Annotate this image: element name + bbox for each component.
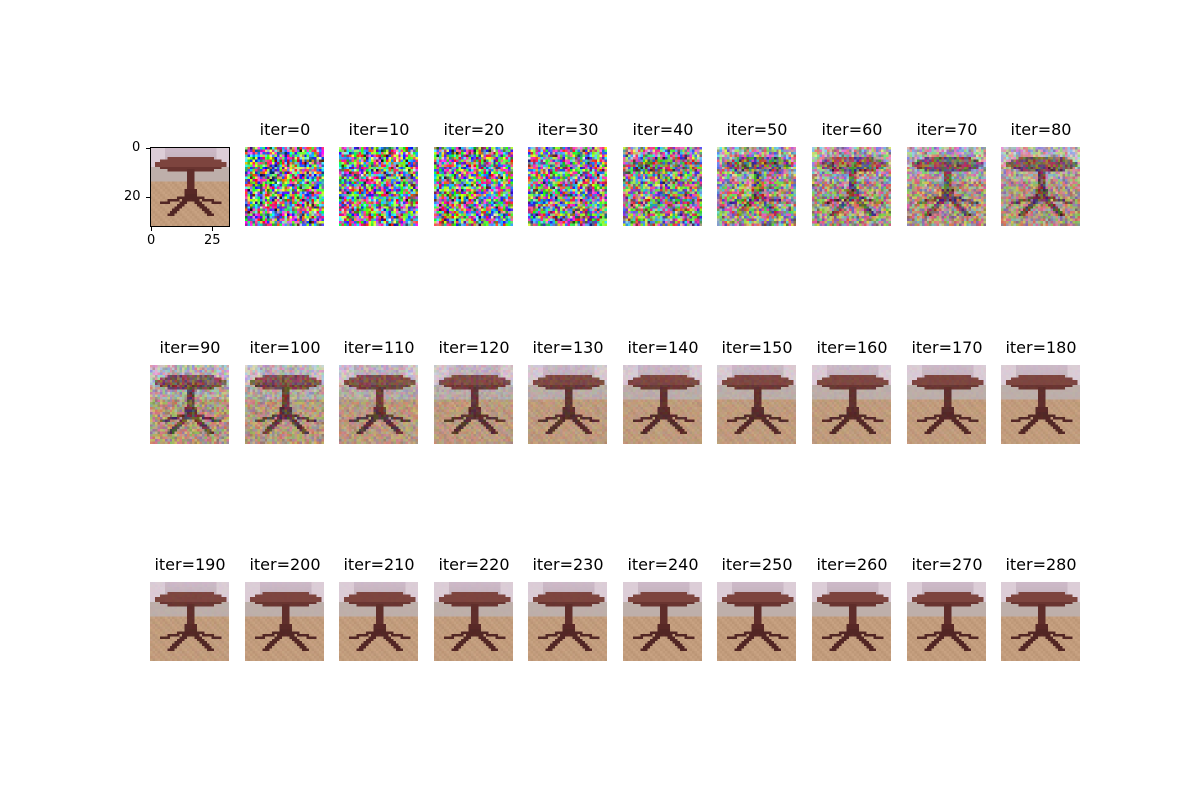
iteration-label: iter=0	[259, 120, 311, 139]
iteration-image	[1001, 365, 1080, 444]
iteration-label: iter=130	[532, 338, 604, 357]
iteration-image	[717, 147, 796, 226]
iteration-image	[717, 582, 796, 661]
iteration-label: iter=180	[1005, 338, 1077, 357]
iteration-panel: iter=90	[150, 338, 229, 444]
iteration-label: iter=200	[249, 555, 321, 574]
x-tick-0	[151, 227, 152, 231]
iteration-label: iter=150	[721, 338, 793, 357]
iteration-panel: iter=230	[528, 555, 607, 661]
iteration-image	[907, 365, 986, 444]
iteration-panel: iter=10	[339, 120, 418, 226]
iteration-image	[434, 147, 513, 226]
iteration-label: iter=170	[911, 338, 983, 357]
iteration-label: iter=280	[1005, 555, 1077, 574]
iteration-panel: iter=260	[812, 555, 891, 661]
iteration-image	[245, 365, 324, 444]
iteration-panel: iter=170	[907, 338, 986, 444]
iteration-label: iter=210	[343, 555, 415, 574]
iteration-label: iter=90	[159, 338, 221, 357]
iteration-image	[1001, 582, 1080, 661]
iteration-image	[812, 147, 891, 226]
iteration-image	[434, 582, 513, 661]
iteration-label: iter=70	[916, 120, 978, 139]
iteration-image	[1001, 147, 1080, 226]
iteration-panel: iter=160	[812, 338, 891, 444]
iteration-image	[528, 365, 607, 444]
iteration-image	[812, 365, 891, 444]
iteration-image	[717, 365, 796, 444]
iteration-label: iter=10	[348, 120, 410, 139]
x-tick-label-0: 0	[147, 233, 156, 248]
x-tick-25	[212, 227, 213, 231]
iteration-image	[623, 365, 702, 444]
iteration-image	[434, 365, 513, 444]
y-tick-20	[146, 197, 150, 198]
iteration-panel: iter=200	[245, 555, 324, 661]
x-tick-label-25: 25	[204, 233, 221, 248]
iteration-label: iter=240	[627, 555, 699, 574]
iteration-panel: iter=50	[717, 120, 796, 226]
iteration-label: iter=30	[537, 120, 599, 139]
iteration-image	[623, 147, 702, 226]
iteration-panel: iter=240	[623, 555, 702, 661]
reference-axes-frame	[150, 147, 230, 227]
iteration-panel: iter=60	[812, 120, 891, 226]
iteration-image	[339, 365, 418, 444]
iteration-label: iter=110	[343, 338, 415, 357]
iteration-panel: iter=100	[245, 338, 324, 444]
iteration-image	[907, 582, 986, 661]
iteration-panel: iter=210	[339, 555, 418, 661]
iteration-label: iter=160	[816, 338, 888, 357]
iteration-image	[245, 582, 324, 661]
iteration-image	[150, 582, 229, 661]
iteration-panel: iter=80	[1001, 120, 1080, 226]
iteration-label: iter=250	[721, 555, 793, 574]
iteration-panel: iter=70	[907, 120, 986, 226]
iteration-label: iter=260	[816, 555, 888, 574]
iteration-label: iter=50	[726, 120, 788, 139]
iteration-label: iter=80	[1010, 120, 1072, 139]
iteration-image	[907, 147, 986, 226]
iteration-panel: iter=30	[528, 120, 607, 226]
iteration-label: iter=230	[532, 555, 604, 574]
iteration-image	[339, 147, 418, 226]
iteration-panel: iter=120	[434, 338, 513, 444]
iteration-panel: iter=130	[528, 338, 607, 444]
reference-image-panel	[150, 147, 229, 226]
iteration-image	[339, 582, 418, 661]
iteration-panel: iter=150	[717, 338, 796, 444]
iteration-image	[812, 582, 891, 661]
iteration-panel: iter=180	[1001, 338, 1080, 444]
iteration-label: iter=60	[821, 120, 883, 139]
y-tick-label-0: 0	[132, 140, 141, 155]
iteration-panel: iter=190	[150, 555, 229, 661]
iteration-label: iter=20	[443, 120, 505, 139]
iteration-panel: iter=220	[434, 555, 513, 661]
iteration-image	[528, 582, 607, 661]
y-tick-0	[146, 148, 150, 149]
iteration-label: iter=140	[627, 338, 699, 357]
y-tick-label-20: 20	[124, 189, 141, 204]
iteration-label: iter=120	[438, 338, 510, 357]
iteration-label: iter=190	[154, 555, 226, 574]
iteration-panel: iter=40	[623, 120, 702, 226]
iteration-label: iter=220	[438, 555, 510, 574]
iteration-image	[150, 365, 229, 444]
iteration-panel: iter=0	[245, 120, 324, 226]
iteration-panel: iter=250	[717, 555, 796, 661]
iteration-panel: iter=110	[339, 338, 418, 444]
iteration-label: iter=100	[249, 338, 321, 357]
iteration-label: iter=270	[911, 555, 983, 574]
iteration-image	[623, 582, 702, 661]
iteration-image	[245, 147, 324, 226]
iteration-panel: iter=270	[907, 555, 986, 661]
reference-image	[150, 147, 229, 226]
iteration-image	[528, 147, 607, 226]
iteration-label: iter=40	[632, 120, 694, 139]
iteration-panel: iter=140	[623, 338, 702, 444]
iteration-panel: iter=20	[434, 120, 513, 226]
iteration-panel: iter=280	[1001, 555, 1080, 661]
